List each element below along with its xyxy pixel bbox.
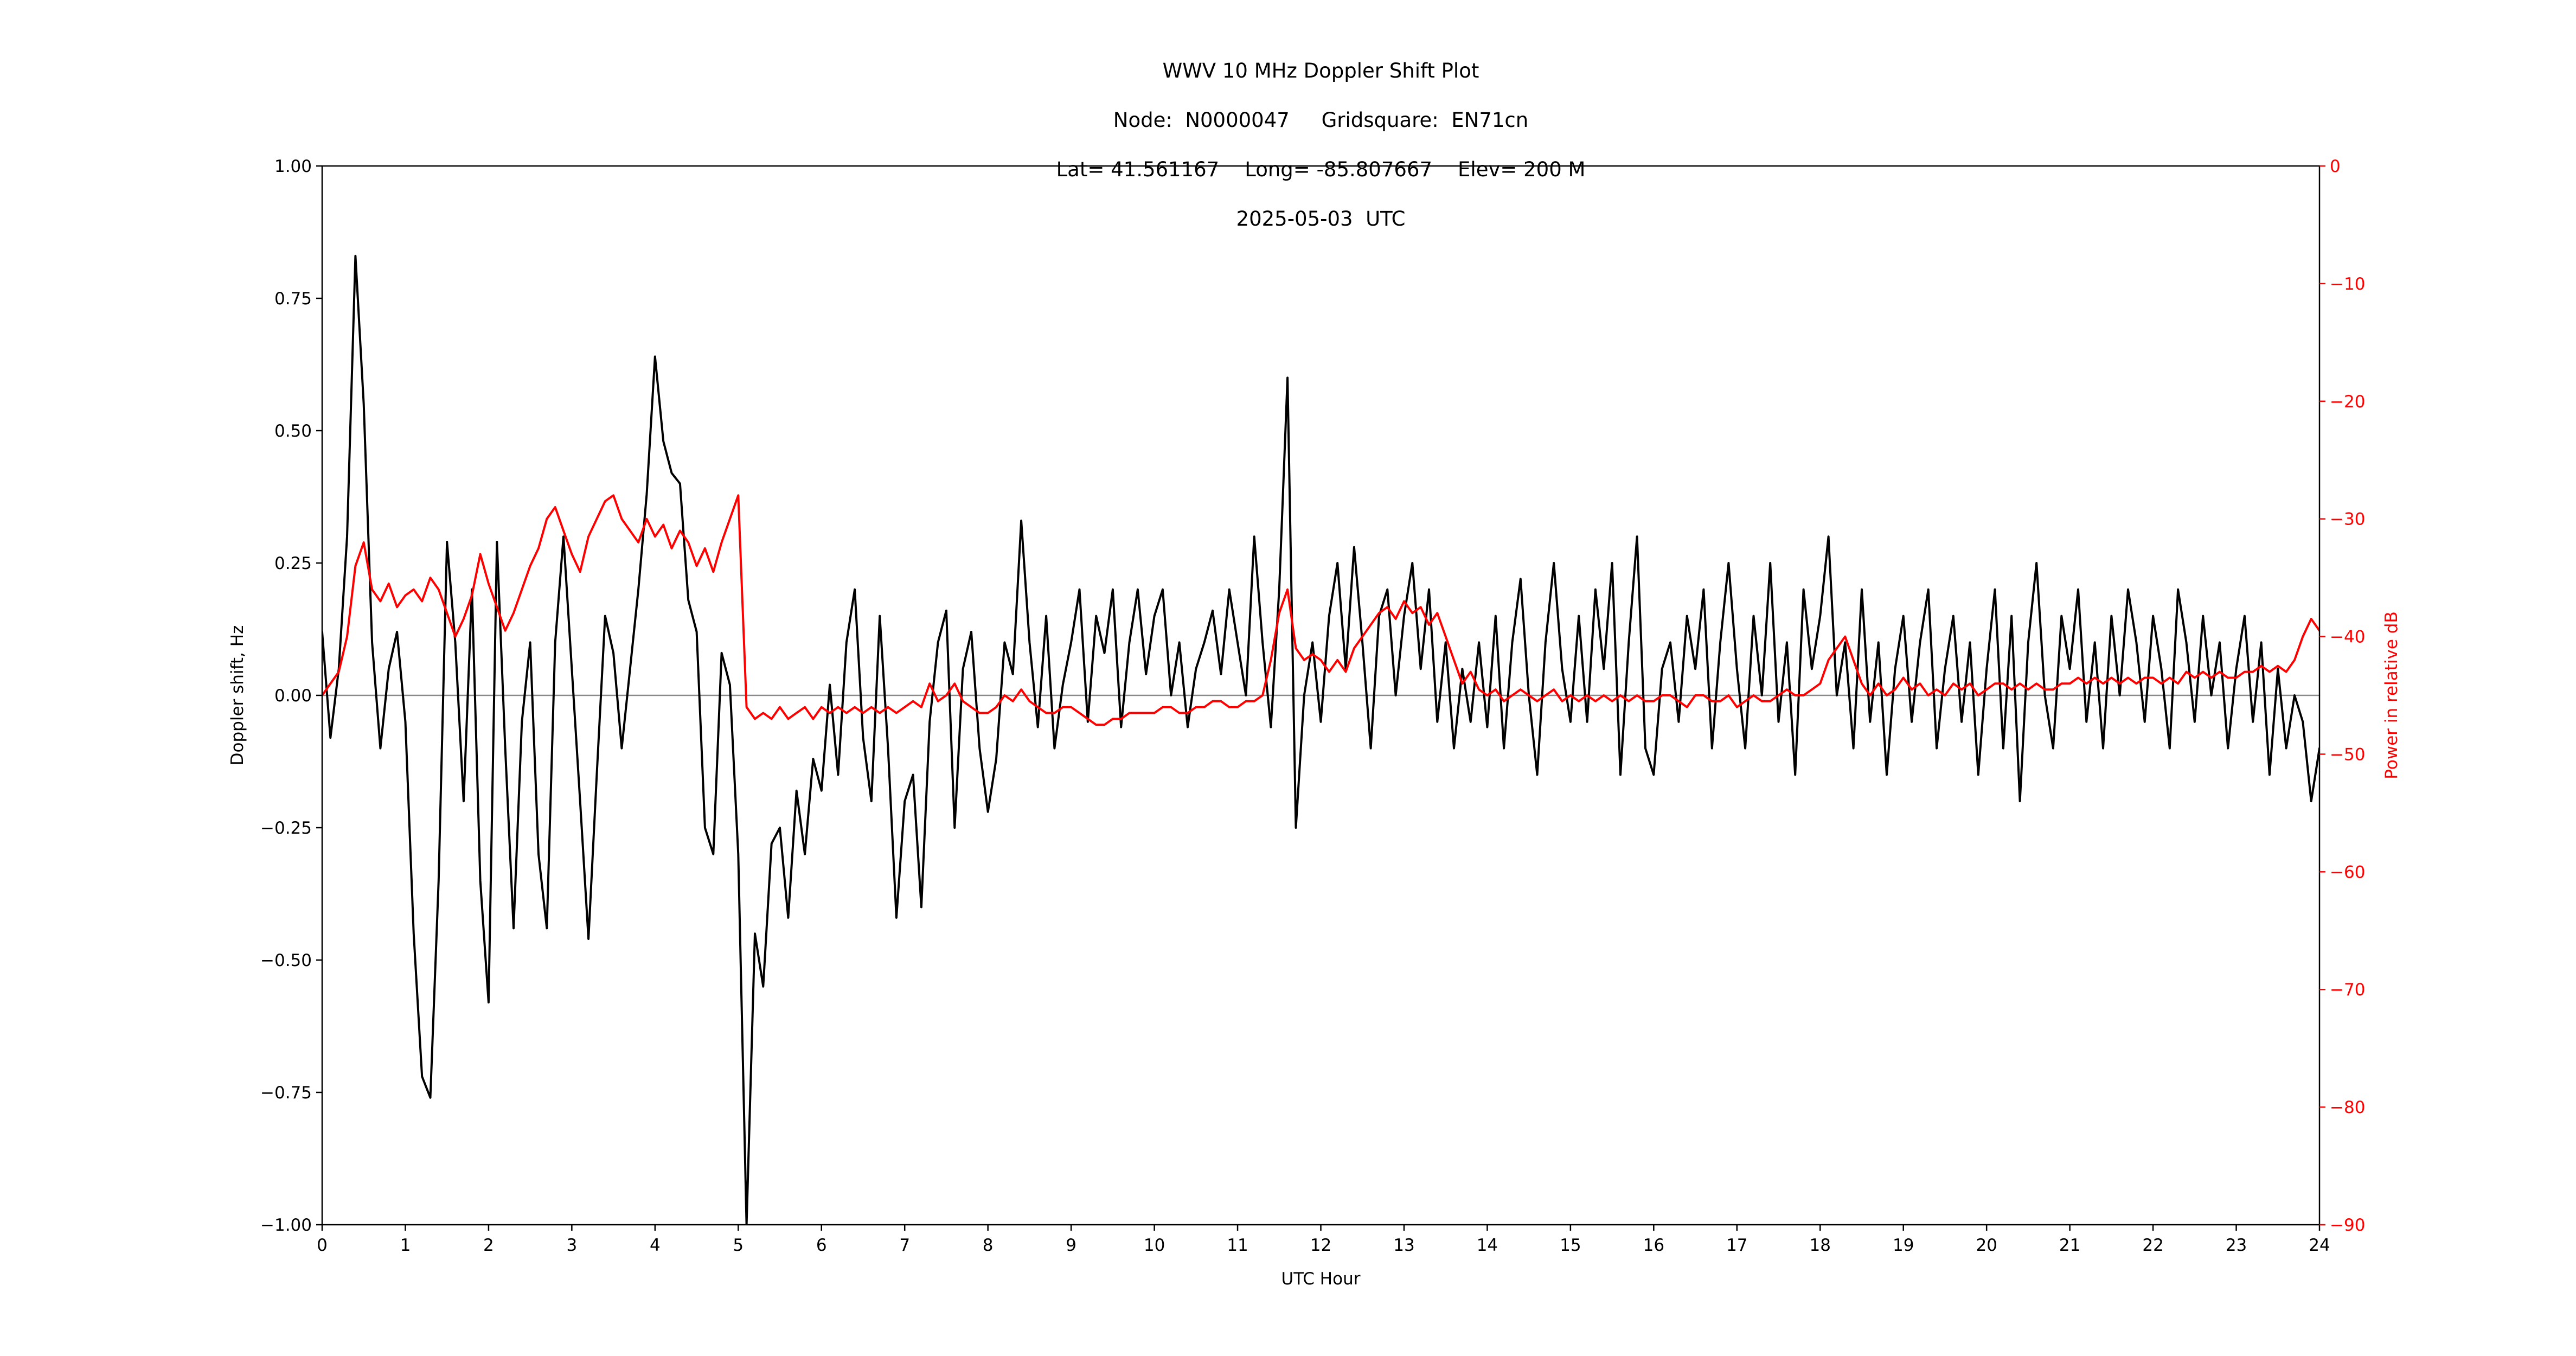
- y-left-tick-label: −0.75: [260, 1083, 312, 1103]
- y-left-tick-label: −0.50: [260, 951, 312, 970]
- x-tick-label: 13: [1393, 1236, 1414, 1255]
- x-tick-label: 11: [1227, 1236, 1248, 1255]
- chart-subtitle-location: Lat= 41.561167 Long= -85.807667 Elev= 20…: [1056, 158, 1586, 181]
- x-tick-label: 19: [1893, 1236, 1914, 1255]
- x-tick-label: 9: [1066, 1236, 1076, 1255]
- x-tick-label: 16: [1643, 1236, 1664, 1255]
- x-tick-label: 20: [1976, 1236, 1997, 1255]
- chart-subtitle-date: 2025-05-03 UTC: [1236, 207, 1406, 231]
- x-tick-label: 5: [733, 1236, 744, 1255]
- x-tick-label: 8: [983, 1236, 994, 1255]
- x-tick-label: 12: [1310, 1236, 1331, 1255]
- y-right-tick-label: −50: [2330, 745, 2365, 764]
- x-tick-label: 1: [400, 1236, 411, 1255]
- y-right-tick-label: −60: [2330, 862, 2365, 882]
- x-axis-label: UTC Hour: [1281, 1269, 1361, 1289]
- chart-title-block: WWV 10 MHz Doppler Shift Plot Node: N000…: [322, 36, 2319, 254]
- x-tick-label: 17: [1726, 1236, 1747, 1255]
- x-tick-label: 10: [1144, 1236, 1165, 1255]
- x-tick-label: 0: [317, 1236, 328, 1255]
- x-tick-label: 18: [1810, 1236, 1831, 1255]
- y-left-axis-label: Doppler shift, Hz: [228, 625, 247, 766]
- x-tick-label: 3: [567, 1236, 578, 1255]
- y-left-tick-label: 0.00: [274, 686, 312, 706]
- y-right-tick-label: −10: [2330, 274, 2365, 294]
- y-right-tick-label: −40: [2330, 628, 2365, 647]
- y-right-tick-label: −20: [2330, 392, 2365, 412]
- y-left-tick-label: 1.00: [274, 157, 312, 176]
- chart-subtitle-node: Node: N0000047 Gridsquare: EN71cn: [1113, 108, 1529, 132]
- y-right-tick-label: −70: [2330, 980, 2365, 1000]
- x-tick-label: 15: [1560, 1236, 1581, 1255]
- x-tick-label: 2: [483, 1236, 494, 1255]
- x-tick-label: 23: [2226, 1236, 2247, 1255]
- x-tick-label: 4: [650, 1236, 661, 1255]
- x-tick-label: 6: [816, 1236, 827, 1255]
- y-right-tick-label: −90: [2330, 1216, 2365, 1235]
- y-right-tick-label: −80: [2330, 1098, 2365, 1117]
- y-left-tick-label: 0.25: [274, 554, 312, 573]
- y-left-tick-label: 0.75: [274, 289, 312, 309]
- x-tick-label: 24: [2309, 1236, 2330, 1255]
- y-left-tick-label: −0.25: [260, 818, 312, 838]
- y-right-axis-label: Power in relative dB: [2382, 611, 2401, 779]
- power-series-line: [322, 494, 2319, 726]
- y-left-tick-label: 0.50: [274, 421, 312, 441]
- chart-title: WWV 10 MHz Doppler Shift Plot: [1162, 59, 1479, 82]
- y-right-tick-label: −30: [2330, 510, 2365, 529]
- y-right-tick-label: 0: [2330, 157, 2341, 176]
- x-tick-label: 14: [1477, 1236, 1498, 1255]
- doppler-series-line: [322, 254, 2319, 1225]
- x-tick-label: 22: [2142, 1236, 2163, 1255]
- x-tick-label: 7: [899, 1236, 910, 1255]
- x-tick-label: 21: [2059, 1236, 2080, 1255]
- y-left-tick-label: −1.00: [260, 1216, 312, 1235]
